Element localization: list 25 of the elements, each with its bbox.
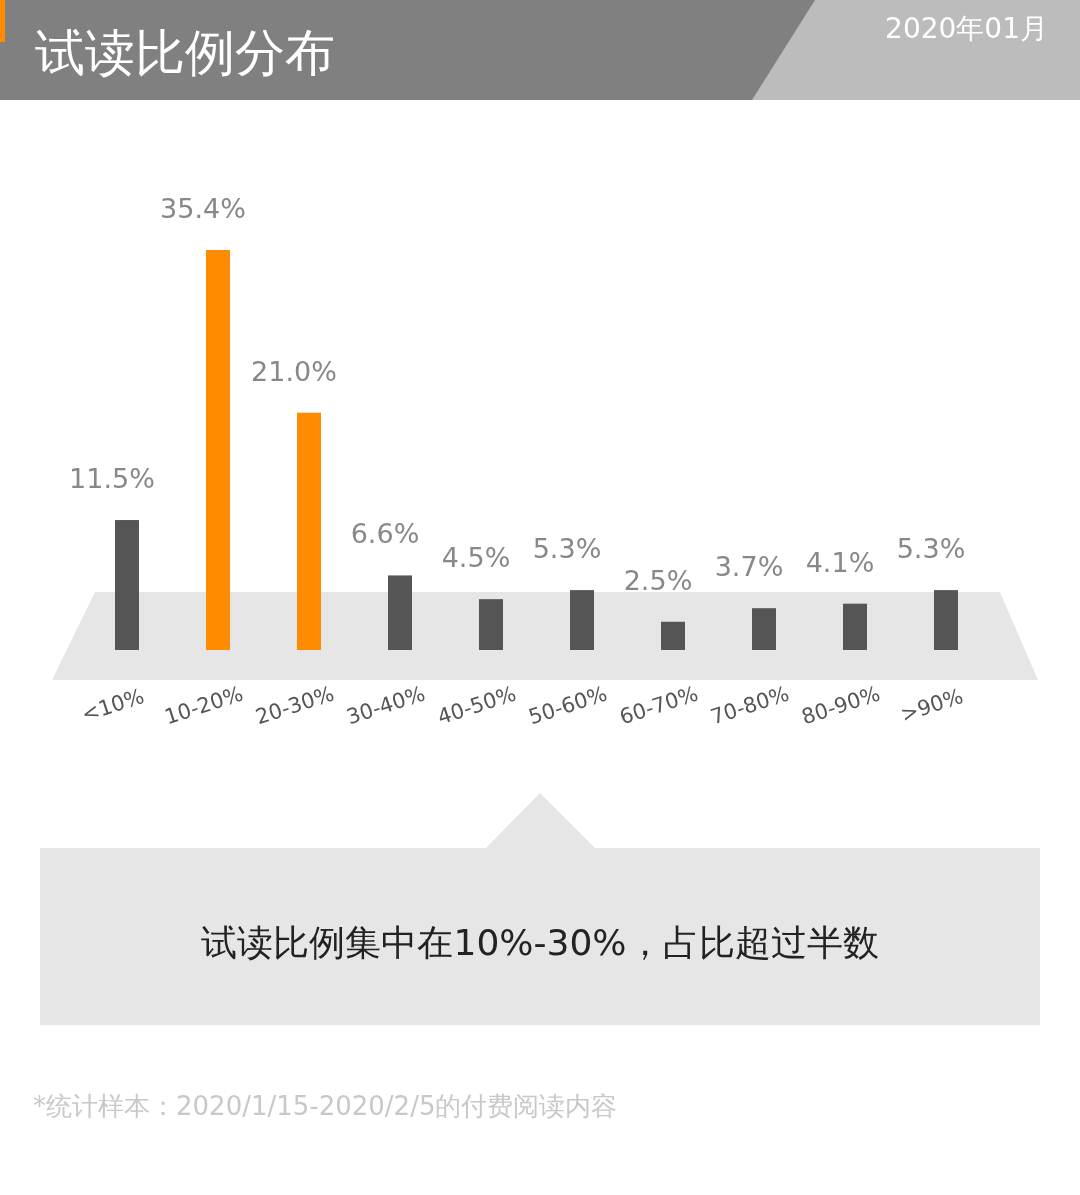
data-label: 6.6%: [350, 518, 420, 550]
data-label: 4.1%: [805, 546, 875, 578]
bar: [843, 603, 867, 650]
data-label: 3.7%: [714, 551, 784, 583]
data-label: 35.4%: [160, 193, 246, 224]
bar: [206, 250, 230, 650]
data-label: 5.3%: [896, 533, 966, 565]
bar: [934, 590, 958, 650]
bar: [388, 575, 412, 650]
chart-title: 试读比例分布: [35, 24, 335, 82]
bar: [570, 590, 594, 650]
bar: [661, 621, 685, 650]
text: 试读比例集中在10%-30%，占比超过半数: [201, 922, 879, 963]
chart-subtitle: 2020年01月: [885, 12, 1048, 45]
bar: [115, 520, 139, 650]
data-label: 2.5%: [623, 564, 693, 596]
data-label: 11.5%: [69, 463, 155, 495]
bar: [752, 608, 776, 650]
x-tick-label: <10%: [78, 684, 148, 727]
data-label: 21.0%: [251, 355, 337, 387]
data-label: 5.3%: [532, 533, 602, 565]
bar: [297, 412, 321, 650]
x-tick-label: >90%: [897, 684, 967, 727]
bar: [479, 599, 503, 650]
data-label: 4.5%: [441, 542, 511, 574]
